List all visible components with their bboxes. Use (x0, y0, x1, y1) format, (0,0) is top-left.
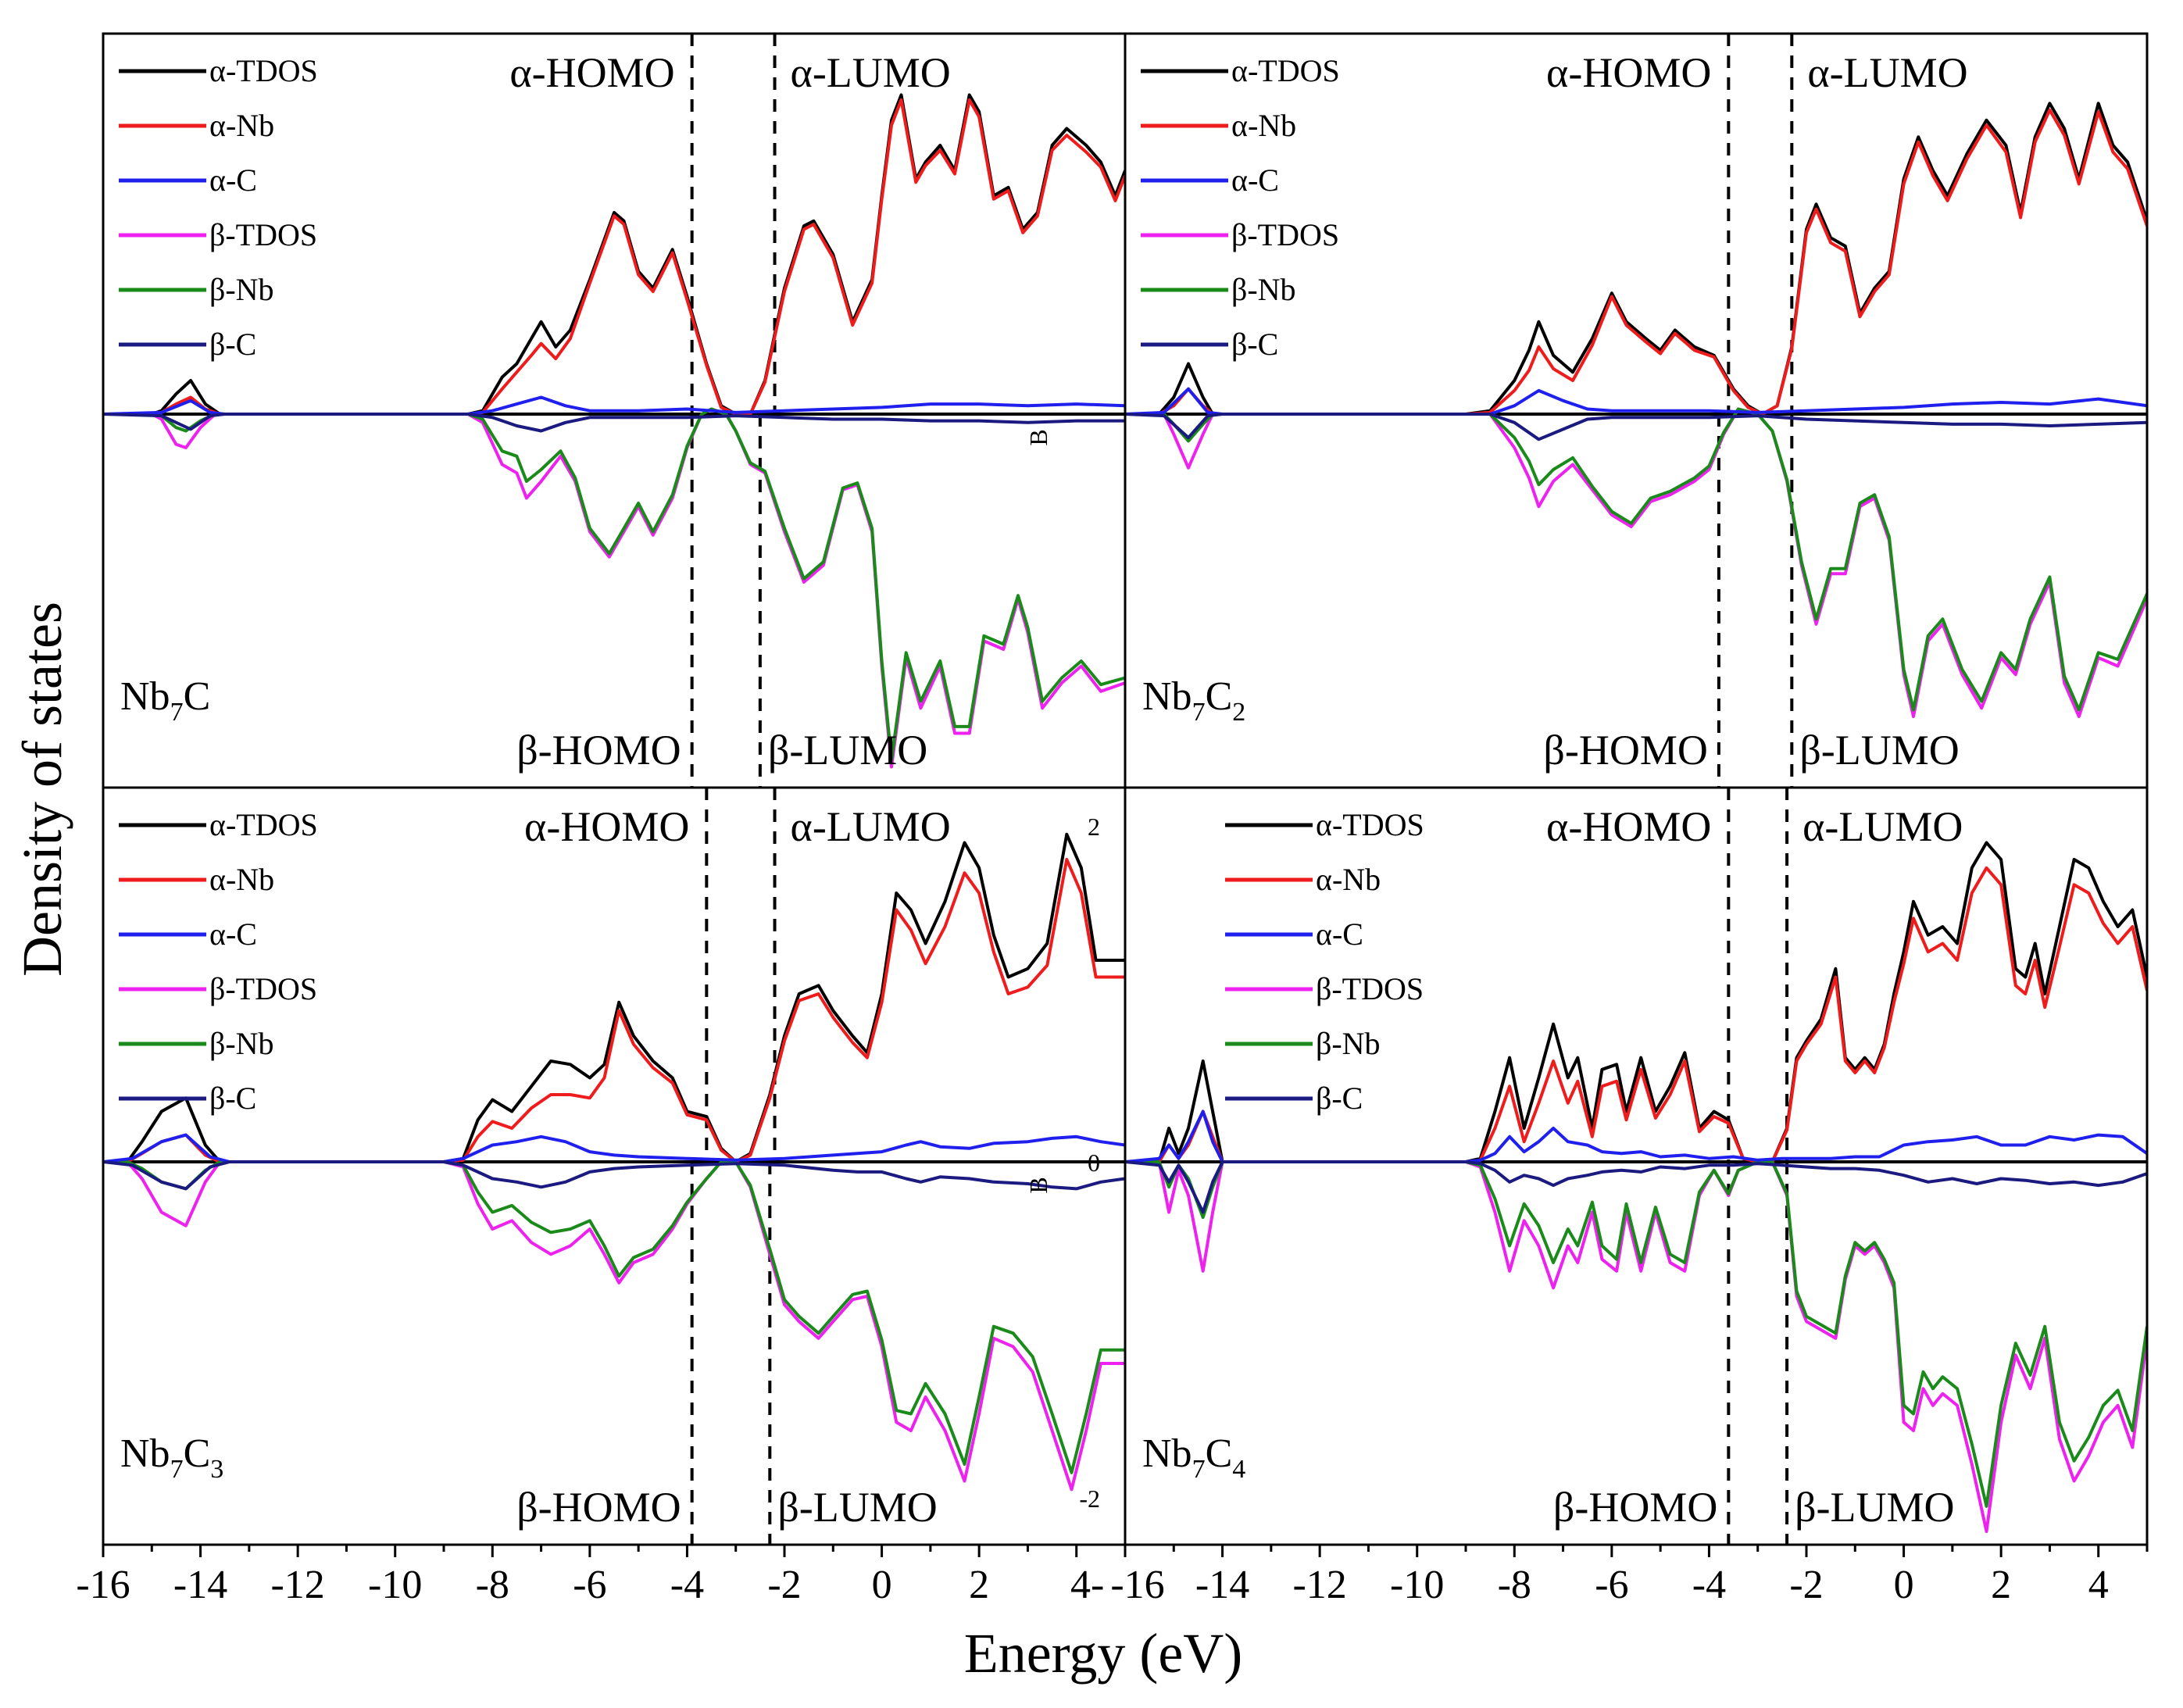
series-beta-c (1125, 1160, 2147, 1214)
series-group (1125, 102, 2147, 718)
series-alpha-nb (1125, 108, 2147, 416)
panel-formula: Nb7C3 (120, 1431, 223, 1484)
legend-label-alpha-tdos: α-TDOS (1231, 53, 1340, 88)
series-group (1125, 841, 2147, 1533)
annotation-alpha-homo: α-HOMO (1546, 49, 1711, 96)
x-tick-label: 2 (969, 1563, 989, 1607)
x-tick-label: 0 (872, 1563, 892, 1607)
legend-label-beta-tdos: β-TDOS (1316, 971, 1424, 1006)
legend-label-beta-nb: β-Nb (209, 272, 274, 307)
series-alpha-c (1125, 1109, 2147, 1163)
legend-label-beta-tdos: β-TDOS (209, 971, 317, 1006)
x-tick-label: -4 (670, 1563, 704, 1607)
x-tick-label: 4 (2088, 1563, 2109, 1607)
series-beta-nb (1125, 407, 2147, 712)
x-tick-label: -2 (767, 1563, 801, 1607)
annotation-beta-homo: β-HOMO (516, 1484, 681, 1531)
annotation-alpha-homo: α-HOMO (524, 803, 689, 850)
annotation-beta-lumo: β-LUMO (1795, 1484, 1954, 1531)
annotation-beta-homo: β-HOMO (1553, 1484, 1717, 1531)
marker-b: B (1024, 429, 1052, 445)
legend-label-alpha-tdos: α-TDOS (1316, 807, 1424, 842)
legend-label-alpha-nb: α-Nb (209, 108, 274, 143)
annotation-beta-homo: β-HOMO (516, 727, 681, 774)
annotation-beta-homo: β-HOMO (1543, 727, 1707, 774)
x-tick-label: -12 (270, 1563, 324, 1607)
series-beta-c (103, 413, 1125, 433)
panels-group: α-TDOS α-Nb α-C β-TDOS β-Nb β-C α-HOMO α-LUMO β-… (103, 34, 2147, 1545)
y-tick-label: 0 (1088, 1149, 1100, 1177)
annotation-alpha-lumo: α-LUMO (1802, 803, 1963, 850)
annotation-alpha-lumo: α-LUMO (791, 803, 951, 850)
series-alpha-c (1125, 387, 2147, 416)
marker-b: B (1024, 1177, 1052, 1193)
x-tick-label: 2 (1991, 1563, 2011, 1607)
legend-label-alpha-nb: α-Nb (1316, 862, 1381, 897)
x-tick-label: -16 (1110, 1563, 1164, 1607)
legend-label-alpha-tdos: α-TDOS (209, 53, 318, 88)
legend-label-beta-tdos: β-TDOS (209, 217, 317, 252)
legend-label-alpha-tdos: α-TDOS (209, 807, 318, 842)
annotation-alpha-lumo: α-LUMO (1807, 49, 1967, 96)
x-tick-label: -6 (1595, 1563, 1628, 1607)
legend-label-alpha-nb: α-Nb (209, 862, 274, 897)
series-beta-nb (1125, 1160, 2147, 1508)
legend-label-beta-c: β-C (1231, 327, 1278, 362)
panel-formula: Nb7C2 (1142, 674, 1245, 727)
annotation-beta-lumo: β-LUMO (768, 727, 927, 774)
x-tick-label: -14 (173, 1563, 227, 1607)
panel-Nb7C: α-TDOS α-Nb α-C β-TDOS β-Nb β-C α-HOMO α-LUMO β-… (103, 34, 1125, 788)
panel-Nb7C3: α-TDOS α-Nb α-C β-TDOS β-Nb β-C α-HOMO α-LUMO β-… (103, 788, 1125, 1545)
series-group (103, 93, 1125, 769)
series-group (103, 832, 1125, 1492)
series-beta-c (103, 1160, 1125, 1191)
annotation-beta-lumo: β-LUMO (1799, 727, 1959, 774)
x-tick-label: -8 (1498, 1563, 1531, 1607)
x-tick-label: -4 (1692, 1563, 1726, 1607)
x-tick-label: -16 (76, 1563, 130, 1607)
panel-Nb7C2: α-TDOS α-Nb α-C β-TDOS β-Nb β-C α-HOMO α-LUMO β-… (1125, 34, 2147, 788)
legend-label-alpha-c: α-C (209, 917, 257, 952)
panel-formula: Nb7C4 (1142, 1431, 1245, 1484)
legend-label-beta-nb: β-Nb (209, 1026, 274, 1061)
x-tick-label: 4- (1070, 1563, 1104, 1607)
legend-label-alpha-c: α-C (209, 163, 257, 198)
series-beta-c (1125, 413, 2147, 441)
panel-Nb7C4: α-TDOS α-Nb α-C β-TDOS β-Nb β-C α-HOMO α-LUMO β-… (1125, 788, 2147, 1545)
legend-label-beta-c: β-C (1316, 1081, 1363, 1116)
series-alpha-c (103, 395, 1125, 416)
panel-formula: Nb7C (120, 674, 210, 727)
legend-label-alpha-nb: α-Nb (1231, 108, 1296, 143)
legend-label-beta-nb: β-Nb (1316, 1026, 1381, 1061)
legend-label-beta-c: β-C (209, 327, 256, 362)
legend-label-alpha-c: α-C (1316, 917, 1363, 952)
x-tick-label: -10 (368, 1563, 422, 1607)
legend-label-beta-tdos: β-TDOS (1231, 217, 1339, 252)
y-axis-title: Density of states (11, 602, 73, 977)
x-ticks-group: -16 -14 -12 -10 -8 -6 -4 -2 0 2 4- -16 -14 -12 -10 -8 -6… (76, 1545, 2149, 1607)
legend-label-beta-c: β-C (209, 1081, 256, 1116)
x-tick-label: 0 (1894, 1563, 1914, 1607)
annotation-alpha-homo: α-HOMO (509, 49, 674, 96)
x-tick-label: -12 (1292, 1563, 1346, 1607)
x-axis-title: Energy (eV) (964, 1622, 1243, 1685)
y-tick-label: 2 (1088, 813, 1100, 841)
annotation-beta-lumo: β-LUMO (777, 1484, 937, 1531)
x-tick-label: -2 (1789, 1563, 1823, 1607)
legend-label-alpha-c: α-C (1231, 163, 1279, 198)
legend-label-beta-nb: β-Nb (1231, 272, 1296, 307)
annotation-alpha-lumo: α-LUMO (791, 49, 951, 96)
x-tick-label: -10 (1390, 1563, 1444, 1607)
annotation-alpha-homo: α-HOMO (1546, 803, 1711, 850)
x-tick-label: -14 (1195, 1563, 1249, 1607)
y-tick-label: -2 (1079, 1485, 1100, 1513)
x-tick-label: -8 (476, 1563, 509, 1607)
x-tick-label: -6 (573, 1563, 606, 1607)
